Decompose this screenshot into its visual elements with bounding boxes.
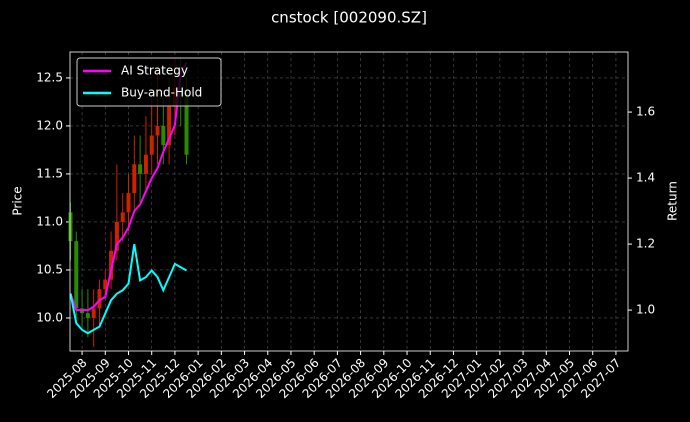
candle-body (109, 250, 114, 280)
y-axis-label: Price (11, 186, 25, 215)
candle-body (184, 97, 189, 155)
y-tick-label: 11.5 (36, 166, 63, 180)
candle-body (138, 164, 143, 174)
y-tick-label: 11.0 (36, 214, 63, 228)
candle-body (120, 212, 125, 222)
legend: AI Strategy Buy-and-Hold (76, 57, 222, 107)
legend-label: Buy-and-Hold (121, 86, 202, 100)
candle-body (167, 106, 172, 146)
y2-tick-label: 1.4 (636, 171, 655, 185)
y-tick-label: 10.0 (36, 310, 63, 324)
y-tick-label: 10.5 (36, 262, 63, 276)
plot-frame (69, 51, 629, 352)
candle-body (97, 289, 102, 309)
series-line (69, 62, 188, 312)
legend-label: AI Strategy (121, 64, 188, 78)
candle-body (155, 125, 160, 136)
y2-axis-label: Return (666, 181, 680, 221)
chart-title: cnstock [002090.SZ] (271, 9, 427, 27)
candle-body (114, 221, 119, 251)
candle-body (103, 279, 108, 290)
candle-body (74, 241, 79, 309)
candle-body (149, 135, 154, 155)
candle-body (143, 154, 148, 174)
candle-body (68, 212, 73, 242)
candle-body (132, 164, 137, 194)
legend-box (76, 57, 222, 107)
candle-body (85, 313, 90, 318)
y2-tick-label: 1.6 (636, 105, 655, 119)
candle-body (91, 308, 96, 318)
y2-tick-label: 1.2 (636, 237, 655, 251)
series-line (69, 243, 187, 335)
y2-tick-label: 1.0 (636, 303, 655, 317)
y-tick-label: 12.0 (36, 118, 63, 132)
candle-body (161, 125, 166, 146)
candle-body (126, 193, 131, 213)
y-tick-label: 12.5 (36, 70, 63, 84)
